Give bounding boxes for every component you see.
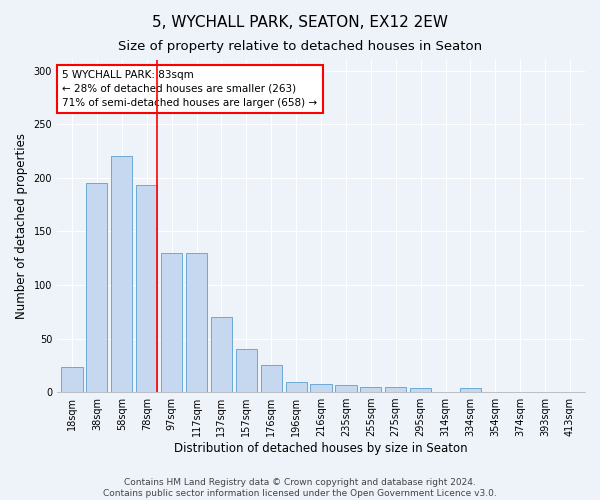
Bar [211, 317, 232, 392]
Bar [360, 386, 382, 392]
Bar [335, 384, 356, 392]
Text: Size of property relative to detached houses in Seaton: Size of property relative to detached ho… [118, 40, 482, 53]
Bar [410, 388, 431, 392]
Bar [86, 183, 107, 392]
Bar [61, 368, 83, 392]
Bar [236, 349, 257, 392]
Bar [310, 384, 332, 392]
Bar [186, 253, 207, 392]
X-axis label: Distribution of detached houses by size in Seaton: Distribution of detached houses by size … [174, 442, 468, 455]
Y-axis label: Number of detached properties: Number of detached properties [15, 133, 28, 319]
Bar [385, 386, 406, 392]
Bar [136, 186, 157, 392]
Text: 5 WYCHALL PARK: 83sqm
← 28% of detached houses are smaller (263)
71% of semi-det: 5 WYCHALL PARK: 83sqm ← 28% of detached … [62, 70, 317, 108]
Text: 5, WYCHALL PARK, SEATON, EX12 2EW: 5, WYCHALL PARK, SEATON, EX12 2EW [152, 15, 448, 30]
Bar [260, 366, 282, 392]
Text: Contains HM Land Registry data © Crown copyright and database right 2024.
Contai: Contains HM Land Registry data © Crown c… [103, 478, 497, 498]
Bar [286, 382, 307, 392]
Bar [161, 253, 182, 392]
Bar [111, 156, 133, 392]
Bar [460, 388, 481, 392]
